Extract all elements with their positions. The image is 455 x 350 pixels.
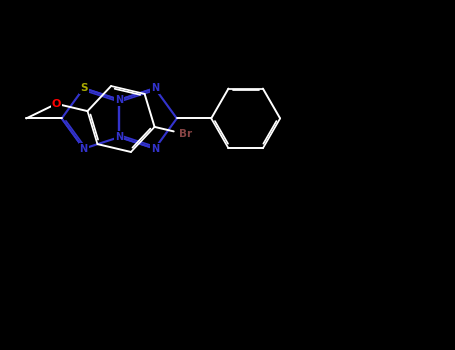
Text: N: N — [151, 83, 159, 93]
Text: N: N — [115, 95, 123, 105]
Text: N: N — [151, 144, 159, 154]
Text: S: S — [80, 83, 87, 93]
Text: Br: Br — [179, 129, 192, 139]
Text: N: N — [80, 144, 88, 154]
Text: N: N — [115, 132, 123, 142]
Text: O: O — [52, 99, 61, 109]
